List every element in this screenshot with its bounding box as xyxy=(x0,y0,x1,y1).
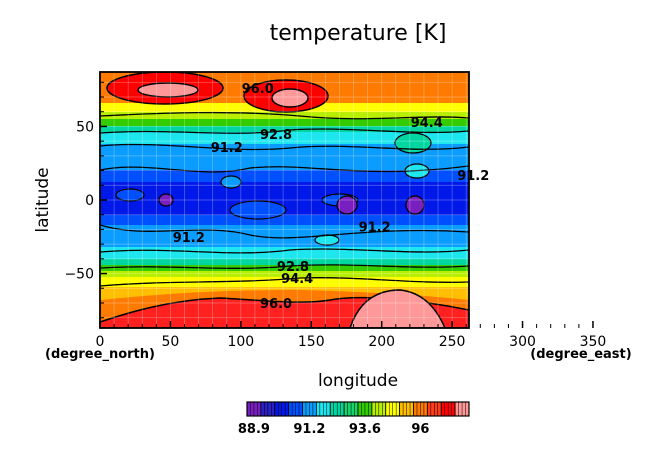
contour-label-7: 92.8 xyxy=(277,260,309,275)
x-axis-unit: (degree_east) xyxy=(530,347,631,362)
colorbar-labels: 88.9 91.2 93.6 96 xyxy=(238,422,430,437)
contour-label-4: 91.2 xyxy=(457,169,489,184)
x-tick-label-100: 100 xyxy=(227,334,254,350)
colorbar xyxy=(246,401,470,417)
y-tick-label--50: −50 xyxy=(64,267,94,283)
blob-n-teal-1 xyxy=(394,132,432,154)
contour-label-8: 94.4 xyxy=(281,272,313,287)
contour-line-south-3 xyxy=(100,277,469,287)
colorbar-tick-label-3: 96 xyxy=(411,422,429,437)
contour-label-0: 96.0 xyxy=(242,82,274,97)
x-tick-label-150: 150 xyxy=(298,334,325,350)
contour-label-3: 91.2 xyxy=(211,141,243,156)
blob-north-pink-1 xyxy=(137,82,199,98)
band-north-lime xyxy=(100,112,469,120)
contour-label-2: 92.8 xyxy=(260,128,292,143)
colorbar-frame xyxy=(246,401,470,417)
contour-line-south-2 xyxy=(100,264,469,269)
contour-line-north-1 xyxy=(100,111,469,120)
contour-labels: 96.094.492.891.291.291.291.292.894.496.0 xyxy=(173,82,490,312)
blob-eq-blue-2 xyxy=(115,188,145,202)
blob-eq-blue-1 xyxy=(229,200,287,220)
blob-eq-lightblue-1 xyxy=(220,175,242,189)
x-tick-label-200: 200 xyxy=(368,334,395,350)
blob-north-pink-2 xyxy=(271,88,309,108)
contour-line-north-3 xyxy=(100,143,469,151)
band-north-green xyxy=(100,119,469,126)
contour-line-eq-2 xyxy=(100,224,469,239)
contour-label-9: 96.0 xyxy=(260,297,292,312)
y-axis-unit: (degree_north) xyxy=(45,347,155,362)
x-tick-label-350: 350 xyxy=(580,334,607,350)
y-tick-label-0: 0 xyxy=(85,193,94,209)
band-north-cyan xyxy=(100,132,469,144)
x-tick-label-250: 250 xyxy=(439,334,466,350)
blob-eq-purple-1 xyxy=(158,193,174,207)
contour-label-1: 94.4 xyxy=(411,116,443,131)
band-south-yellow xyxy=(100,277,469,287)
x-tick-label-300: 300 xyxy=(509,334,536,350)
x-tick-label-0: 0 xyxy=(96,334,105,350)
colorbar-tick-label-2: 93.6 xyxy=(349,422,381,437)
blob-eq-purple-3 xyxy=(405,195,425,215)
chart-title: temperature [K] xyxy=(270,21,447,46)
blob-north-red-3 xyxy=(536,79,560,91)
colorbar-tick-label-0: 88.9 xyxy=(238,422,270,437)
colorbar-tick-label-1: 91.2 xyxy=(293,422,325,437)
band-south-lightblue xyxy=(100,225,469,247)
band-north-teal xyxy=(100,126,469,132)
x-axis-ticks: 0 50 100 150 200 250 300 350 xyxy=(96,321,607,350)
contour-line-north-2 xyxy=(100,128,469,134)
contour-label-5: 91.2 xyxy=(173,231,205,246)
band-south-green xyxy=(100,265,469,271)
grid-lines xyxy=(100,72,600,328)
y-axis-ticks: 50 0 −50 xyxy=(64,81,107,319)
contour-line-south-1 xyxy=(100,248,469,254)
band-south-lime xyxy=(100,271,469,277)
x-axis-title: longitude xyxy=(318,371,398,391)
contour-label-6: 91.2 xyxy=(359,220,391,235)
blob-eq-purple-2 xyxy=(336,195,358,215)
blob-south-pink xyxy=(349,289,446,328)
y-tick-label-50: 50 xyxy=(76,119,94,135)
contour-line-eq-1 xyxy=(100,165,469,173)
y-axis-title: latitude xyxy=(33,167,53,232)
x-tick-label-50: 50 xyxy=(162,334,180,350)
contour-field xyxy=(100,72,560,328)
band-south-teal xyxy=(100,259,469,265)
band-south-cyan xyxy=(100,247,469,259)
